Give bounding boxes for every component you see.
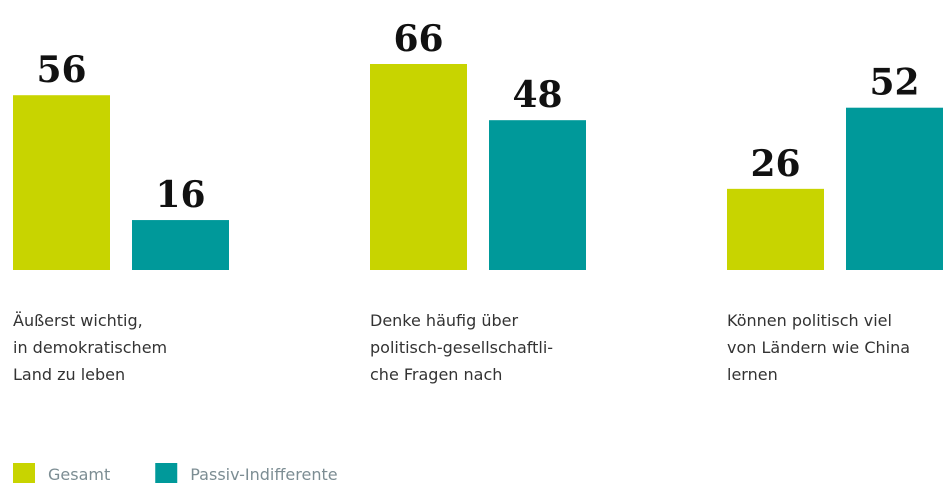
bar [727, 188, 824, 270]
legend-label: Passiv-Indifferente [190, 465, 337, 484]
legend-swatch [13, 463, 35, 483]
category-label: Können politisch viel [727, 311, 892, 330]
value-label: 48 [512, 74, 562, 116]
category-label: politisch-gesellschaftli- [370, 338, 553, 357]
value-label: 66 [393, 18, 443, 60]
bar [132, 220, 229, 270]
category-label: Land zu leben [13, 365, 125, 384]
bar [13, 95, 110, 270]
bar [846, 107, 943, 271]
value-label: 56 [36, 49, 86, 91]
value-label: 52 [869, 62, 919, 104]
category-label: che Fragen nach [370, 365, 502, 384]
category-label: von Ländern wie China [727, 338, 910, 357]
value-label: 26 [750, 143, 800, 185]
category-label: lernen [727, 365, 778, 384]
value-label: 16 [155, 174, 205, 216]
category-label: Denke häufig über [370, 311, 518, 330]
bar [489, 120, 586, 270]
category-label: in demokratischem [13, 338, 167, 357]
legend-swatch [155, 463, 178, 483]
category-label: Äußerst wichtig, [13, 311, 143, 330]
bar [370, 64, 467, 270]
legend-label: Gesamt [48, 465, 110, 484]
